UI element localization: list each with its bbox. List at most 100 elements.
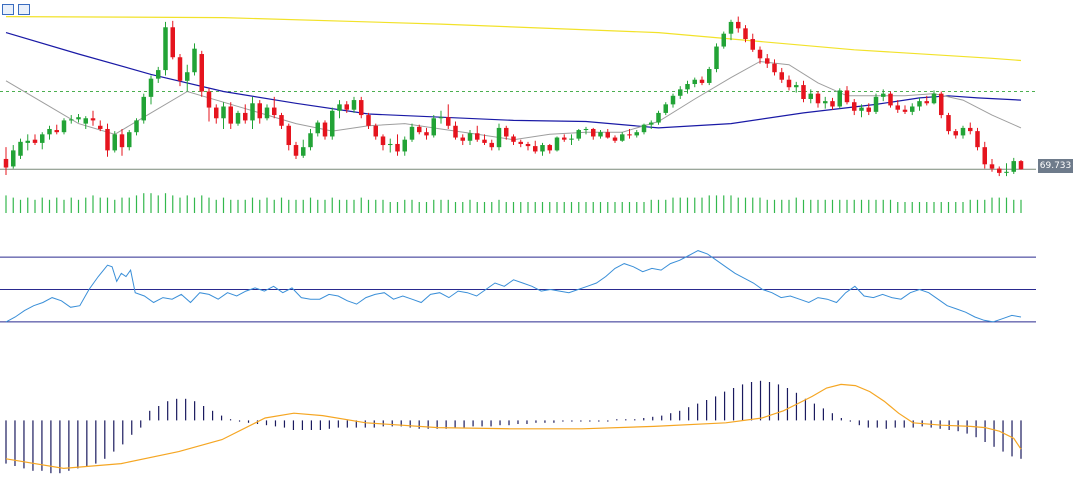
candle [873, 93, 879, 114]
candle [866, 103, 871, 116]
candle [953, 128, 958, 139]
candle [620, 132, 625, 142]
candle-body [286, 125, 291, 146]
candle [750, 33, 755, 52]
candle [678, 86, 683, 99]
candle-body [32, 139, 38, 143]
candle [83, 116, 88, 129]
candle [61, 118, 67, 135]
candle [105, 123, 110, 157]
candle [279, 112, 284, 129]
candle [134, 118, 139, 136]
candle [482, 134, 487, 146]
candle [32, 134, 38, 146]
candle-body [482, 139, 487, 143]
candle [815, 91, 821, 108]
candle-body [605, 132, 610, 138]
candle [54, 124, 59, 135]
candle [475, 125, 480, 142]
candle [25, 134, 30, 151]
candle [301, 139, 306, 158]
candle [779, 67, 784, 83]
candle [917, 97, 922, 111]
candle [221, 102, 226, 129]
candle-body [163, 27, 168, 71]
list-icon[interactable] [2, 4, 14, 15]
candle-body [989, 164, 995, 169]
candle-body [206, 91, 212, 108]
candle [902, 105, 908, 114]
candle-body [852, 102, 857, 111]
candle-body [460, 137, 465, 141]
candle [199, 50, 204, 97]
candle-body [243, 112, 248, 121]
candle [743, 25, 748, 43]
candle-body [185, 72, 190, 81]
candle-body [801, 85, 806, 99]
candle [250, 96, 255, 129]
candle-body [663, 104, 668, 113]
candle [931, 90, 937, 105]
candle-body [76, 117, 81, 120]
candle-body [417, 126, 422, 133]
candle-body [279, 115, 284, 126]
candle [243, 104, 248, 124]
candle [417, 124, 422, 135]
candle [112, 131, 117, 153]
candle-body [250, 103, 255, 121]
candle [453, 121, 458, 140]
candle-body [504, 127, 509, 137]
candle-body [569, 138, 574, 140]
candle-body [736, 21, 741, 29]
candle [11, 145, 16, 169]
candle-body [438, 117, 444, 119]
candle [1011, 157, 1016, 174]
candle-body [953, 131, 958, 136]
candle [859, 104, 864, 118]
window-icon[interactable] [18, 4, 30, 15]
candle-body [380, 136, 386, 146]
candle [670, 93, 676, 108]
candle-body [373, 125, 378, 137]
candle-body [830, 101, 835, 107]
last-price-badge: 69.733 [1038, 159, 1073, 173]
candle [801, 80, 806, 103]
candle [359, 96, 364, 119]
candle-body [25, 140, 30, 143]
candle [3, 147, 9, 176]
candle-body [750, 39, 755, 50]
candle [467, 130, 473, 146]
candle [1004, 163, 1009, 177]
candle-body [547, 145, 552, 151]
candle-body [424, 132, 429, 136]
candle-body [598, 132, 603, 137]
candle-body [1004, 171, 1009, 173]
candle-body [728, 21, 734, 34]
candle-body [214, 107, 219, 119]
candle [235, 110, 241, 126]
candle [315, 120, 320, 137]
candle [786, 75, 792, 91]
candle [830, 97, 835, 110]
candle [714, 43, 719, 73]
candle-body [344, 104, 349, 110]
candle [554, 136, 560, 152]
candle-body [40, 134, 45, 143]
candle-body [293, 145, 299, 156]
candle-body [69, 119, 74, 121]
candle-body [649, 122, 654, 125]
price-pane [0, 16, 1036, 177]
candle [547, 143, 552, 154]
candle [989, 158, 995, 172]
candle-body [221, 106, 226, 119]
candle [598, 130, 603, 139]
candle-body [765, 58, 770, 64]
candle-body [997, 168, 1002, 173]
candle-body [656, 112, 661, 123]
candle-body [395, 143, 400, 152]
candle [888, 91, 893, 108]
candle-body [112, 134, 117, 151]
candle [228, 102, 233, 129]
candle-body [127, 132, 132, 148]
candle [525, 141, 531, 151]
